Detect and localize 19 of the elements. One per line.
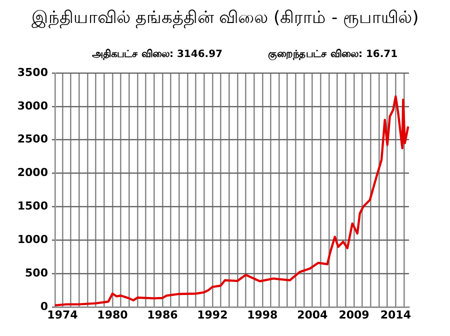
chart-subtitle: அதிகபட்ச விலை: 3146.97 — [92, 49, 223, 61]
x-tick-label: 1974 — [47, 308, 78, 322]
x-tick-label: 1998 — [247, 308, 278, 322]
y-tick-label: 2500 — [17, 132, 48, 146]
chart-title: இந்தியாவில் தங்கத்தின் விலை (கிராம் - ரூபாயில்) — [30, 8, 420, 29]
x-tick-label: 2014 — [380, 308, 412, 322]
y-tick-label: 3500 — [17, 66, 48, 79]
y-tick-label: 2000 — [17, 166, 48, 180]
text: குறைந்தபட்ச விலை: 16.71 — [268, 49, 398, 61]
x-tick-label: 1980 — [97, 308, 128, 322]
x-tick-label: 1986 — [147, 308, 178, 322]
y-tick-label: 500 — [25, 266, 48, 280]
y-tick-label: 1500 — [17, 200, 48, 213]
y-tick-label: 3000 — [17, 99, 48, 112]
y-tick-label: 0 — [40, 300, 48, 313]
x-tick-label: 1992 — [197, 308, 228, 322]
x-tick-label: 2004 — [297, 308, 328, 322]
y-tick-label: 1000 — [17, 233, 48, 246]
x-tick-label: 2009 — [338, 308, 370, 322]
